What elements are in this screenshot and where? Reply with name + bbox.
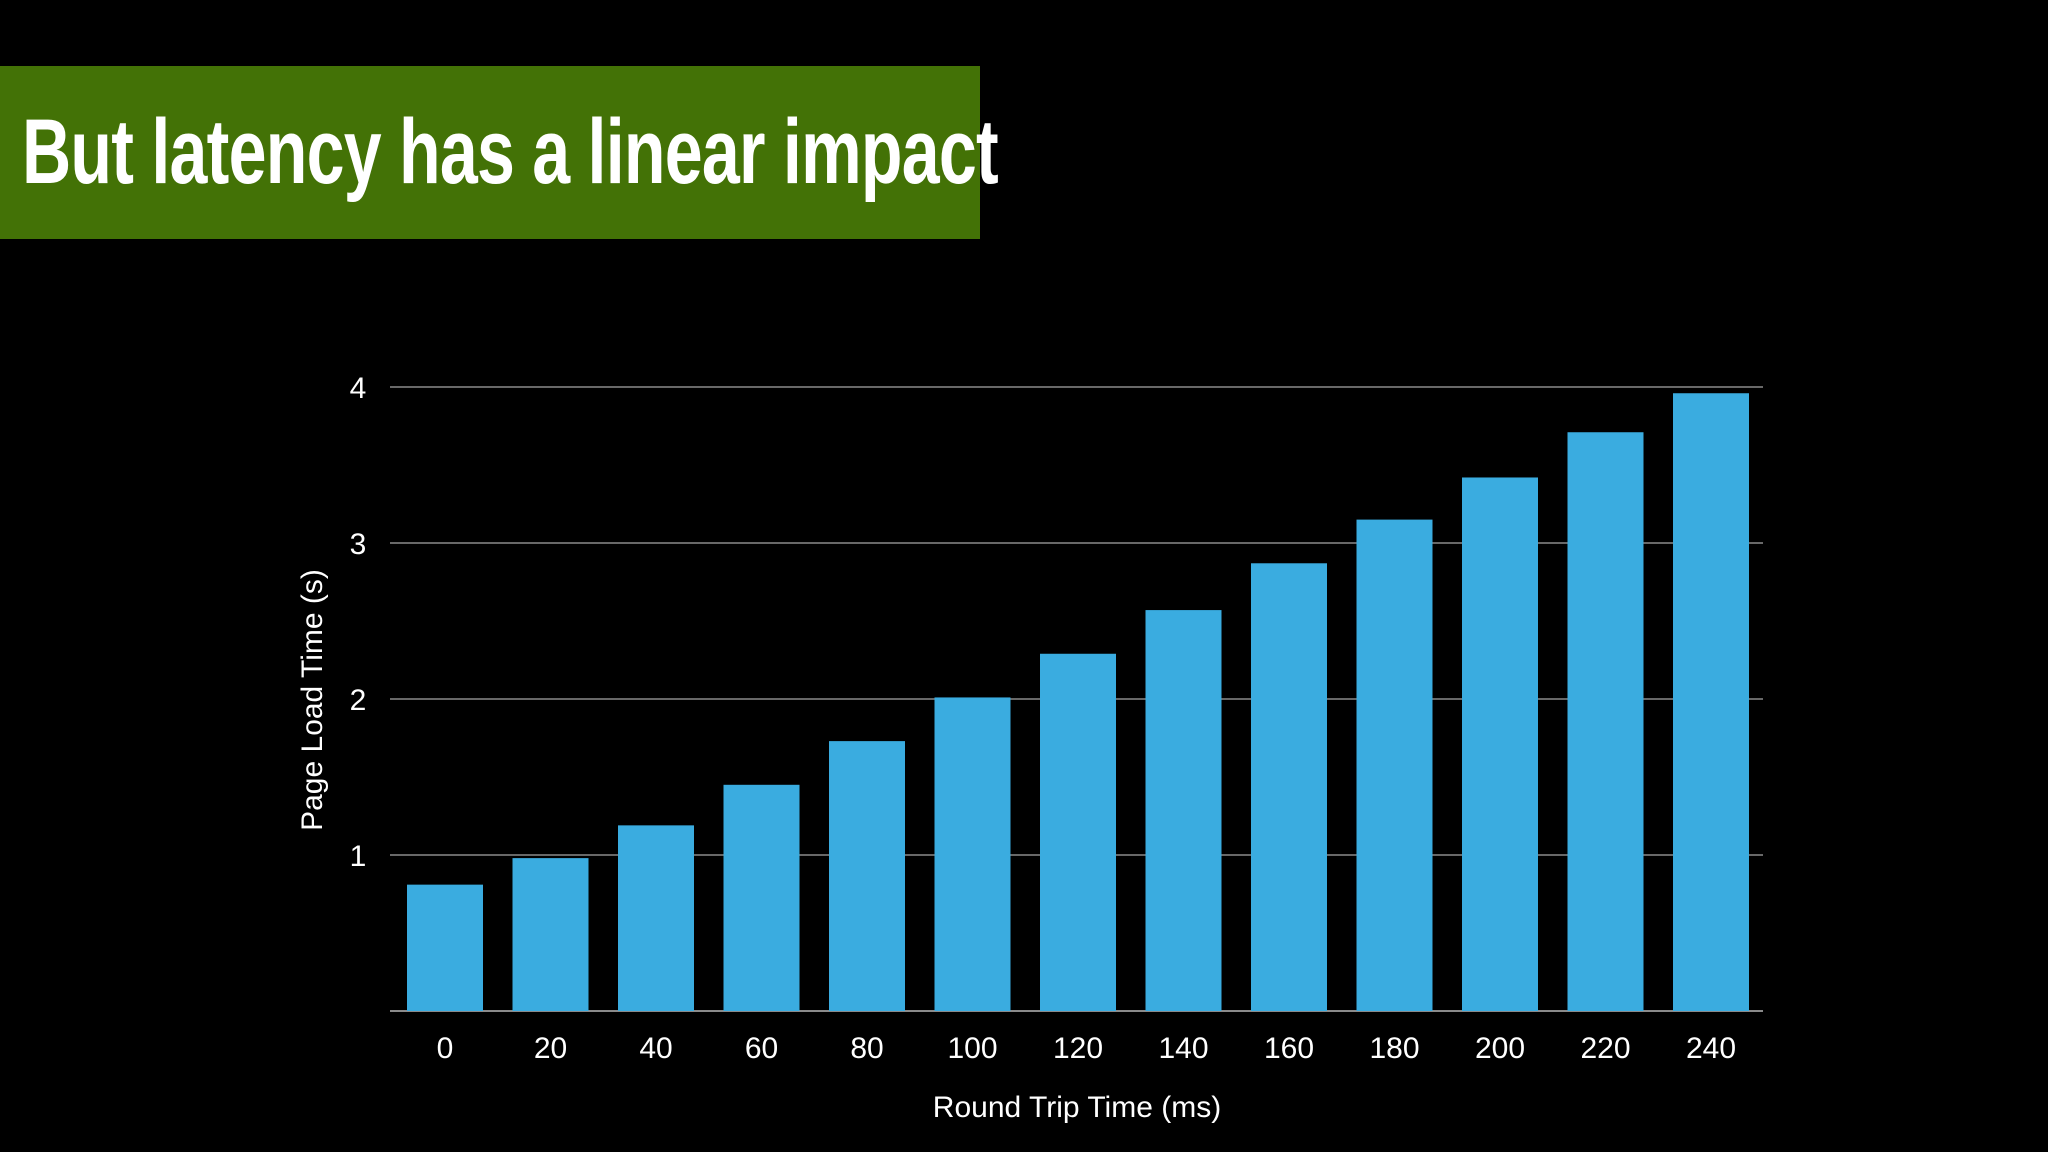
bar (1567, 432, 1644, 1011)
bar (407, 884, 483, 1011)
y-axis-label: Page Load Time (s) (296, 569, 329, 831)
x-tick-label: 200 (1475, 1032, 1525, 1065)
x-tick-label: 240 (1686, 1032, 1736, 1065)
bar (1251, 563, 1327, 1011)
title-banner: But latency has a linear impact (0, 66, 999, 239)
x-tick-label: 120 (1053, 1032, 1103, 1065)
x-tick-label: 20 (534, 1032, 567, 1065)
bar (829, 741, 905, 1011)
y-axis-ticks: 1 2 3 4 (350, 372, 367, 873)
bar (723, 784, 800, 1011)
slide-title: But latency has a linear impact (22, 101, 999, 203)
x-tick-label: 40 (639, 1032, 672, 1065)
bar (1673, 393, 1749, 1011)
bar (1040, 653, 1116, 1011)
y-tick-label: 4 (350, 372, 367, 405)
y-tick-label: 3 (350, 528, 367, 561)
bars (407, 393, 1749, 1012)
x-tick-label: 80 (850, 1032, 883, 1065)
bar (1356, 519, 1433, 1011)
y-tick-label: 2 (350, 684, 367, 717)
x-tick-label: 180 (1369, 1032, 1419, 1065)
x-axis-ticks: 0 20 40 60 80 100 120 140 160 180 200 220 240 (437, 1032, 1736, 1065)
x-tick-label: 160 (1264, 1032, 1314, 1065)
bar (1462, 477, 1538, 1012)
x-tick-label: 100 (947, 1032, 997, 1065)
x-axis-label: Round Trip Time (ms) (933, 1091, 1221, 1124)
y-tick-label: 1 (350, 840, 367, 873)
bar (618, 825, 694, 1011)
bar (512, 858, 589, 1011)
x-tick-label: 140 (1158, 1032, 1208, 1065)
x-tick-label: 60 (745, 1032, 778, 1065)
x-tick-label: 220 (1580, 1032, 1630, 1065)
bar (934, 697, 1011, 1011)
x-tick-label: 0 (437, 1032, 454, 1065)
bar (1145, 610, 1222, 1011)
